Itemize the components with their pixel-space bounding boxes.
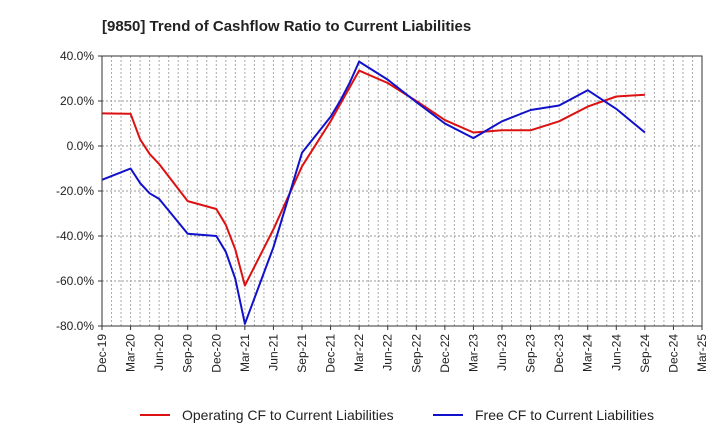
operating-cf-line [101, 69, 645, 287]
legend-free-cf-label: Free CF to Current Liabilities [475, 407, 654, 423]
x-tick-label: Sep-21 [295, 334, 309, 373]
y-tick-label: 0.0% [67, 139, 95, 153]
x-tick-label: Mar-24 [581, 334, 595, 372]
y-tick-label: 20.0% [60, 94, 94, 108]
x-tick-label: Mar-21 [238, 334, 252, 372]
x-tick-label: Jun-23 [495, 334, 509, 371]
x-tick-label: Mar-25 [695, 334, 709, 372]
x-tick-label: Mar-20 [124, 334, 138, 372]
x-tick-label: Mar-23 [466, 334, 480, 372]
x-tick-label: Sep-24 [638, 334, 652, 373]
x-tick-label: Sep-23 [524, 334, 538, 373]
x-tick-label: Jun-22 [381, 334, 395, 371]
x-tick-label: Sep-20 [181, 334, 195, 373]
grid-layer [102, 56, 702, 326]
chart-title: [9850] Trend of Cashflow Ratio to Curren… [102, 18, 471, 35]
x-tick-label: Jun-24 [609, 334, 623, 371]
legend: Operating CF to Current Liabilities Free … [140, 407, 654, 423]
y-tick-label: -20.0% [56, 184, 94, 198]
x-tick-label: Jun-20 [152, 334, 166, 371]
legend-operating-cf-label: Operating CF to Current Liabilities [182, 407, 394, 423]
x-tick-label: Dec-19 [95, 334, 109, 373]
x-tick-label: Dec-23 [552, 334, 566, 373]
x-tick-label: Dec-20 [209, 334, 223, 373]
x-axis: Dec-19 Mar-20 Jun-20 Sep-20 Dec-20 Mar-21 Jun-… [95, 326, 709, 373]
x-tick-label: Sep-22 [409, 334, 423, 373]
x-tick-label: Mar-22 [352, 334, 366, 372]
x-tick-label: Jun-21 [266, 334, 280, 371]
x-tick-label: Dec-22 [438, 334, 452, 373]
series-layer [101, 60, 646, 325]
y-tick-label: -80.0% [56, 319, 94, 333]
y-tick-label: -60.0% [56, 274, 94, 288]
free-cf-line [101, 60, 646, 325]
y-tick-label: 40.0% [60, 49, 94, 63]
y-axis: 40.0% 20.0% 0.0% -20.0% -40.0% -60.0% -80.0% [56, 49, 102, 333]
x-tick-label: Dec-24 [666, 334, 680, 373]
y-tick-label: -40.0% [56, 229, 94, 243]
x-tick-label: Dec-21 [324, 334, 338, 373]
